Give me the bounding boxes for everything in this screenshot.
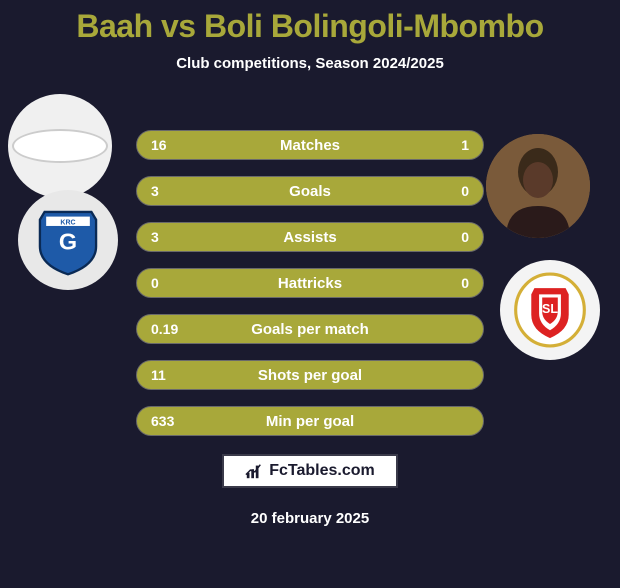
genk-shield-icon: KRC G [29,201,107,279]
brand-text: FcTables.com [269,462,375,480]
page-title: Baah vs Boli Bolingoli-Mbombo [0,8,620,45]
stat-left-value: 16 [151,137,201,153]
footer-date: 20 february 2025 [251,510,369,527]
club-right-logo: SL [500,260,600,360]
stat-right-value: 0 [419,275,469,291]
stat-left-value: 0.19 [151,321,201,337]
svg-text:KRC: KRC [60,219,75,226]
bar-chart-icon [245,462,263,480]
stat-label: Matches [201,137,419,154]
stat-label: Hattricks [201,275,419,292]
stat-row: 3 Goals 0 [136,176,484,206]
stat-row: 3 Assists 0 [136,222,484,252]
stat-label: Goals [201,183,419,200]
standard-shield-icon: SL [511,271,589,349]
stat-left-value: 633 [151,413,201,429]
stat-label: Min per goal [201,413,419,430]
stat-left-value: 3 [151,183,201,199]
stat-label: Assists [201,229,419,246]
stat-left-value: 3 [151,229,201,245]
placeholder-avatar-icon [12,129,108,163]
stat-row: 16 Matches 1 [136,130,484,160]
stat-row: 11 Shots per goal [136,360,484,390]
stat-left-value: 0 [151,275,201,291]
fctables-brand-badge: FcTables.com [222,454,398,488]
stat-left-value: 11 [151,367,201,383]
stat-bars-container: 16 Matches 1 3 Goals 0 3 Assists 0 0 Hat… [136,130,484,452]
stat-row: 633 Min per goal [136,406,484,436]
svg-text:G: G [59,228,77,254]
stat-right-value: 0 [419,183,469,199]
stat-label: Shots per goal [201,367,419,384]
stat-right-value: 1 [419,137,469,153]
club-left-logo: KRC G [18,190,118,290]
stat-right-value: 0 [419,229,469,245]
player-portrait-icon [486,134,590,238]
stat-row: 0 Hattricks 0 [136,268,484,298]
player-right-avatar [486,134,590,238]
svg-text:SL: SL [542,302,558,316]
page-subtitle: Club competitions, Season 2024/2025 [0,55,620,72]
stat-row: 0.19 Goals per match [136,314,484,344]
stat-label: Goals per match [201,321,419,338]
player-left-avatar [8,94,112,198]
